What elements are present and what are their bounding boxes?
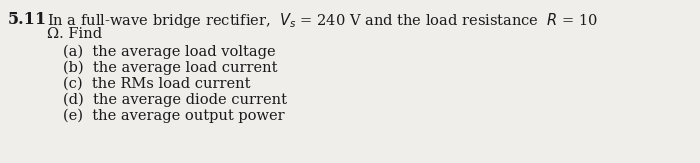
Text: (b)  the average load current: (b) the average load current xyxy=(63,61,277,75)
Text: (c)  the RMs load current: (c) the RMs load current xyxy=(63,77,251,91)
Text: In a full-wave bridge rectifier,  $V_s$ = 240 V and the load resistance  $R$ = 1: In a full-wave bridge rectifier, $V_s$ =… xyxy=(47,11,598,30)
Text: (d)  the average diode current: (d) the average diode current xyxy=(63,93,287,107)
Text: Ω. Find: Ω. Find xyxy=(47,27,102,41)
Text: 5.11: 5.11 xyxy=(8,11,47,28)
Text: (e)  the average output power: (e) the average output power xyxy=(63,109,285,123)
Text: (a)  the average load voltage: (a) the average load voltage xyxy=(63,45,276,59)
